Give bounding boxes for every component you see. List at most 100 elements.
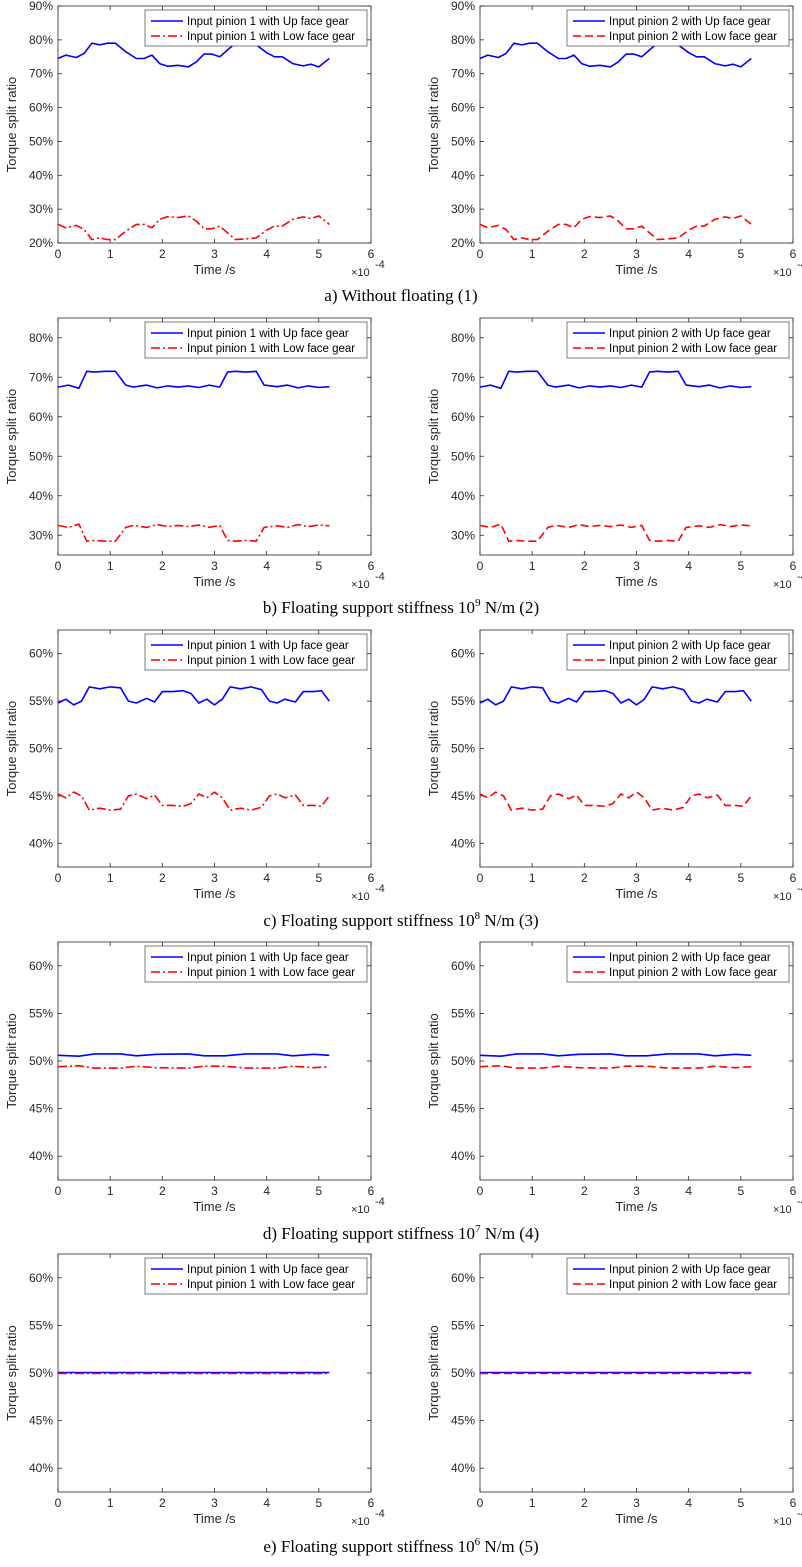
y-tick-label: 50%: [29, 134, 53, 148]
caption-c: c) Floating support stiffness 108 N/m (3…: [263, 910, 538, 930]
x-tick-label: 3: [211, 1184, 218, 1198]
x-tick-label: 0: [477, 871, 484, 885]
x-tick-label: 5: [737, 1184, 744, 1198]
series-line-up: [57, 1053, 330, 1057]
x-tick-label: 3: [211, 871, 218, 885]
x-exponent-power: -4: [797, 1508, 802, 1520]
x-tick-label: 5: [737, 871, 744, 885]
y-tick-label: 30%: [29, 202, 53, 216]
chart-panel-c-right: 0 1 2 3 4 5 6 40% 45% 50% 55% 60% Time /s Torque spli…: [426, 629, 802, 903]
y-axis-label: Torque split ratio: [4, 701, 19, 796]
x-exponent-power: -4: [375, 259, 385, 271]
y-tick-label: 20%: [451, 236, 475, 250]
y-tick-label: 45%: [29, 789, 53, 803]
x-tick-label: 1: [107, 559, 114, 573]
y-tick-label: 40%: [451, 1149, 475, 1163]
x-tick-label: 6: [368, 247, 375, 261]
caption-text: c) Floating support stiffness 10: [263, 911, 474, 930]
legend-label: Input pinion 1 with Low face gear: [187, 31, 355, 43]
x-exponent-label: ×10: [351, 891, 370, 903]
caption-exponent: 7: [475, 1223, 481, 1235]
x-tick-label: 1: [529, 871, 536, 885]
legend-label: Input pinion 1 with Up face gear: [187, 640, 349, 652]
x-exponent-power: -4: [797, 1196, 802, 1208]
legend-label: Input pinion 2 with Low face gear: [609, 655, 777, 667]
caption-exponent: 9: [475, 597, 481, 609]
x-tick-label: 4: [263, 871, 270, 885]
legend-label: Input pinion 2 with Up face gear: [609, 640, 771, 652]
series-line-up: [479, 1053, 752, 1057]
y-axis-label: Torque split ratio: [426, 77, 441, 172]
x-tick-label: 4: [685, 559, 692, 573]
x-axis-label: Time /s: [193, 886, 236, 901]
x-exponent-label: ×10: [351, 1204, 370, 1216]
y-tick-label: 55%: [451, 1006, 475, 1020]
x-tick-label: 2: [581, 871, 588, 885]
x-tick-label: 6: [790, 871, 797, 885]
x-tick-label: 3: [633, 1184, 640, 1198]
y-axis-label: Torque split ratio: [4, 1325, 19, 1420]
y-axis-label: Torque split ratio: [4, 77, 19, 172]
y-tick-label: 80%: [451, 331, 475, 345]
y-tick-label: 80%: [29, 331, 53, 345]
x-exponent-label: ×10: [773, 1516, 792, 1528]
series-line-low: [57, 791, 330, 811]
legend-label: Input pinion 1 with Up face gear: [187, 328, 349, 340]
x-tick-label: 1: [107, 247, 114, 261]
x-tick-label: 1: [107, 1496, 114, 1510]
chart-panel-d-left: 0 1 2 3 4 5 6 40% 45% 50% 55% 60% Time /s Torque spli…: [4, 941, 385, 1216]
y-tick-label: 80%: [29, 33, 53, 47]
y-tick-label: 40%: [29, 1149, 53, 1163]
chart-panel-b-left: 0 1 2 3 4 5 6 30% 40% 50% 60% 70% 80% Time /s Torque s…: [4, 317, 385, 591]
x-axis-label: Time /s: [193, 1199, 236, 1214]
legend-box: [144, 945, 368, 983]
y-tick-label: 50%: [451, 449, 475, 463]
y-axis-label: Torque split ratio: [426, 389, 441, 484]
x-tick-label: 0: [477, 247, 484, 261]
y-tick-label: 40%: [451, 1461, 475, 1475]
x-tick-label: 3: [211, 247, 218, 261]
caption-unit: N/m (3): [480, 911, 539, 930]
x-exponent-power: -4: [375, 1508, 385, 1520]
legend-box: [144, 9, 368, 47]
caption-exponent: 8: [475, 910, 481, 922]
x-tick-label: 4: [685, 1184, 692, 1198]
y-tick-label: 30%: [29, 528, 53, 542]
y-axis-label: Torque split ratio: [426, 1013, 441, 1108]
chart-panel-a-right: 0 1 2 3 4 5 6 20% 30% 40% 50% 60% 70% 80% 90% Time /s To…: [426, 0, 802, 279]
y-tick-label: 70%: [451, 67, 475, 81]
x-tick-label: 6: [368, 559, 375, 573]
x-axis-label: Time /s: [193, 574, 236, 589]
y-axis-label: Torque split ratio: [4, 389, 19, 484]
x-exponent-power: -4: [797, 571, 802, 583]
x-tick-label: 1: [529, 1184, 536, 1198]
y-tick-label: 45%: [451, 1414, 475, 1428]
series-line-low: [479, 791, 752, 811]
x-tick-label: 0: [55, 559, 62, 573]
series-line-low: [479, 1065, 752, 1069]
y-tick-label: 40%: [451, 836, 475, 850]
y-tick-label: 60%: [451, 1271, 475, 1285]
y-tick-label: 60%: [451, 959, 475, 973]
x-tick-label: 1: [529, 247, 536, 261]
series-line-up: [479, 42, 752, 68]
x-tick-label: 3: [633, 247, 640, 261]
legend-label: Input pinion 1 with Low face gear: [187, 655, 355, 667]
y-tick-label: 30%: [451, 202, 475, 216]
y-tick-label: 60%: [451, 410, 475, 424]
x-axis-label: Time /s: [193, 1511, 236, 1526]
legend-label: Input pinion 1 with Low face gear: [187, 1279, 355, 1291]
y-tick-label: 50%: [451, 742, 475, 756]
y-tick-label: 40%: [29, 1461, 53, 1475]
y-tick-label: 50%: [451, 1054, 475, 1068]
y-tick-label: 60%: [29, 959, 53, 973]
y-axis-label: Torque split ratio: [4, 1013, 19, 1108]
caption-a: a) Without floating (1): [324, 286, 477, 305]
caption-text: d) Floating support stiffness 10: [263, 1224, 475, 1243]
x-tick-label: 6: [368, 1496, 375, 1510]
legend: Input pinion 1 with Up face gear Input pi…: [144, 9, 368, 47]
y-tick-label: 45%: [29, 1414, 53, 1428]
x-tick-label: 0: [477, 559, 484, 573]
x-tick-label: 1: [107, 1184, 114, 1198]
y-tick-label: 70%: [451, 370, 475, 384]
